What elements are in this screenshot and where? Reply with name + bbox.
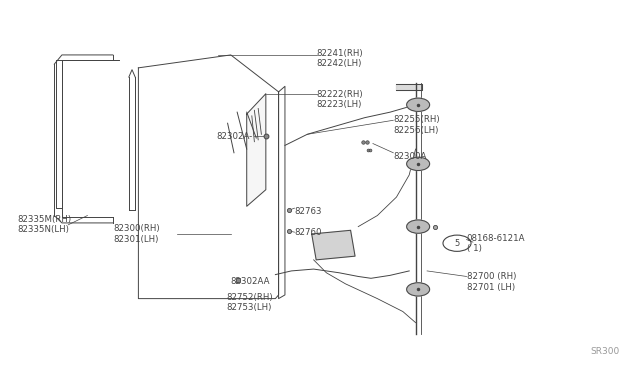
Polygon shape	[312, 230, 355, 260]
Text: 82302A-: 82302A-	[217, 132, 253, 141]
Circle shape	[406, 98, 429, 112]
Text: 82700 (RH)
82701 (LH): 82700 (RH) 82701 (LH)	[467, 272, 516, 292]
Text: 08168-6121A
( 1): 08168-6121A ( 1)	[467, 234, 525, 253]
Text: 82255(RH)
82256(LH): 82255(RH) 82256(LH)	[394, 115, 440, 135]
Text: 82752(RH)
82753(LH): 82752(RH) 82753(LH)	[227, 293, 273, 312]
Text: 82335M(RH)
82335N(LH): 82335M(RH) 82335N(LH)	[17, 215, 72, 234]
Text: 82760: 82760	[294, 228, 322, 237]
Polygon shape	[246, 94, 266, 206]
Text: 82300A: 82300A	[394, 152, 427, 161]
Circle shape	[406, 157, 429, 170]
Text: 82763: 82763	[294, 207, 322, 217]
Text: 5: 5	[454, 239, 460, 248]
Circle shape	[406, 283, 429, 296]
Text: 82222(RH)
82223(LH): 82222(RH) 82223(LH)	[317, 90, 364, 109]
Text: 82302AA: 82302AA	[230, 278, 269, 286]
Text: 82241(RH)
82242(LH): 82241(RH) 82242(LH)	[317, 49, 364, 68]
Polygon shape	[396, 84, 422, 90]
Text: 82300(RH)
82301(LH): 82300(RH) 82301(LH)	[113, 224, 159, 244]
Text: SR300: SR300	[590, 347, 620, 356]
Circle shape	[406, 220, 429, 233]
